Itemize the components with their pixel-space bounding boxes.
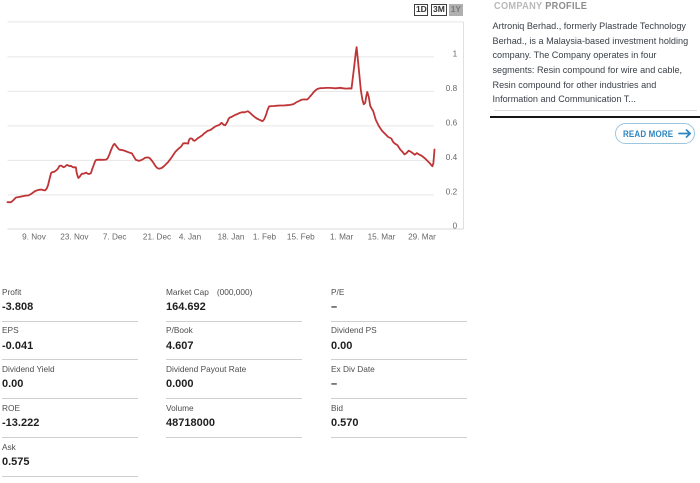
svg-text:15. Feb: 15. Feb (287, 233, 315, 242)
svg-text:1. Mar: 1. Mar (330, 233, 353, 242)
svg-text:21. Dec: 21. Dec (143, 233, 171, 242)
svg-text:4. Jan: 4. Jan (179, 233, 202, 242)
svg-text:0.4: 0.4 (446, 153, 458, 162)
svg-text:29. Mar: 29. Mar (408, 233, 436, 242)
svg-text:9. Nov: 9. Nov (22, 233, 47, 242)
svg-text:23. Nov: 23. Nov (60, 233, 89, 242)
svg-text:7. Dec: 7. Dec (103, 233, 127, 242)
svg-text:1. Feb: 1. Feb (253, 233, 277, 242)
svg-text:15. Mar: 15. Mar (368, 233, 396, 242)
svg-text:18. Jan: 18. Jan (218, 233, 245, 242)
svg-text:0.6: 0.6 (446, 118, 458, 127)
svg-text:0: 0 (453, 222, 458, 231)
svg-text:1: 1 (453, 49, 458, 58)
svg-text:0.8: 0.8 (446, 84, 458, 93)
svg-text:0.2: 0.2 (446, 187, 458, 196)
